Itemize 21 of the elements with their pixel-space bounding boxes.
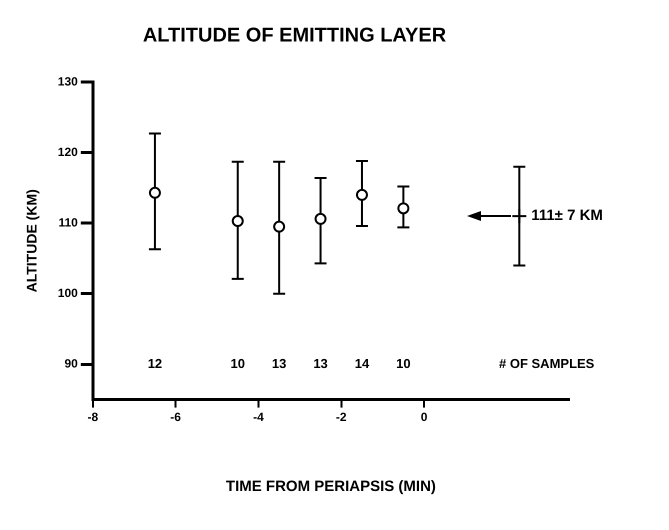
annotation: 111± 7 KM	[531, 207, 603, 224]
annotation: 10	[230, 356, 245, 371]
y-axis-title: ALTITUDE (KM)	[23, 189, 40, 292]
x-tick-label: -8	[87, 410, 98, 424]
chart-title: ALTITUDE OF EMITTING LAYER	[142, 24, 447, 47]
y-tick-label: 110	[58, 215, 78, 230]
annotation: 12	[148, 356, 162, 371]
annotation: 10	[396, 356, 411, 371]
annotation: 13	[313, 356, 328, 371]
annotation: # OF SAMPLES	[499, 356, 595, 371]
x-tick-label: -4	[253, 410, 264, 424]
x-tick-label: 0	[420, 410, 428, 424]
annotation: 13	[272, 356, 286, 371]
x-axis-title: TIME FROM PERIAPSIS (MIN)	[226, 478, 436, 496]
x-tick-label: -6	[170, 410, 182, 424]
x-tick-label: -2	[336, 410, 347, 424]
annotation: 14	[354, 356, 370, 371]
y-tick-label: 90	[64, 356, 78, 371]
y-tick-label: 120	[58, 144, 78, 159]
y-tick-label: 130	[58, 74, 78, 88]
y-tick-label: 100	[58, 286, 78, 300]
